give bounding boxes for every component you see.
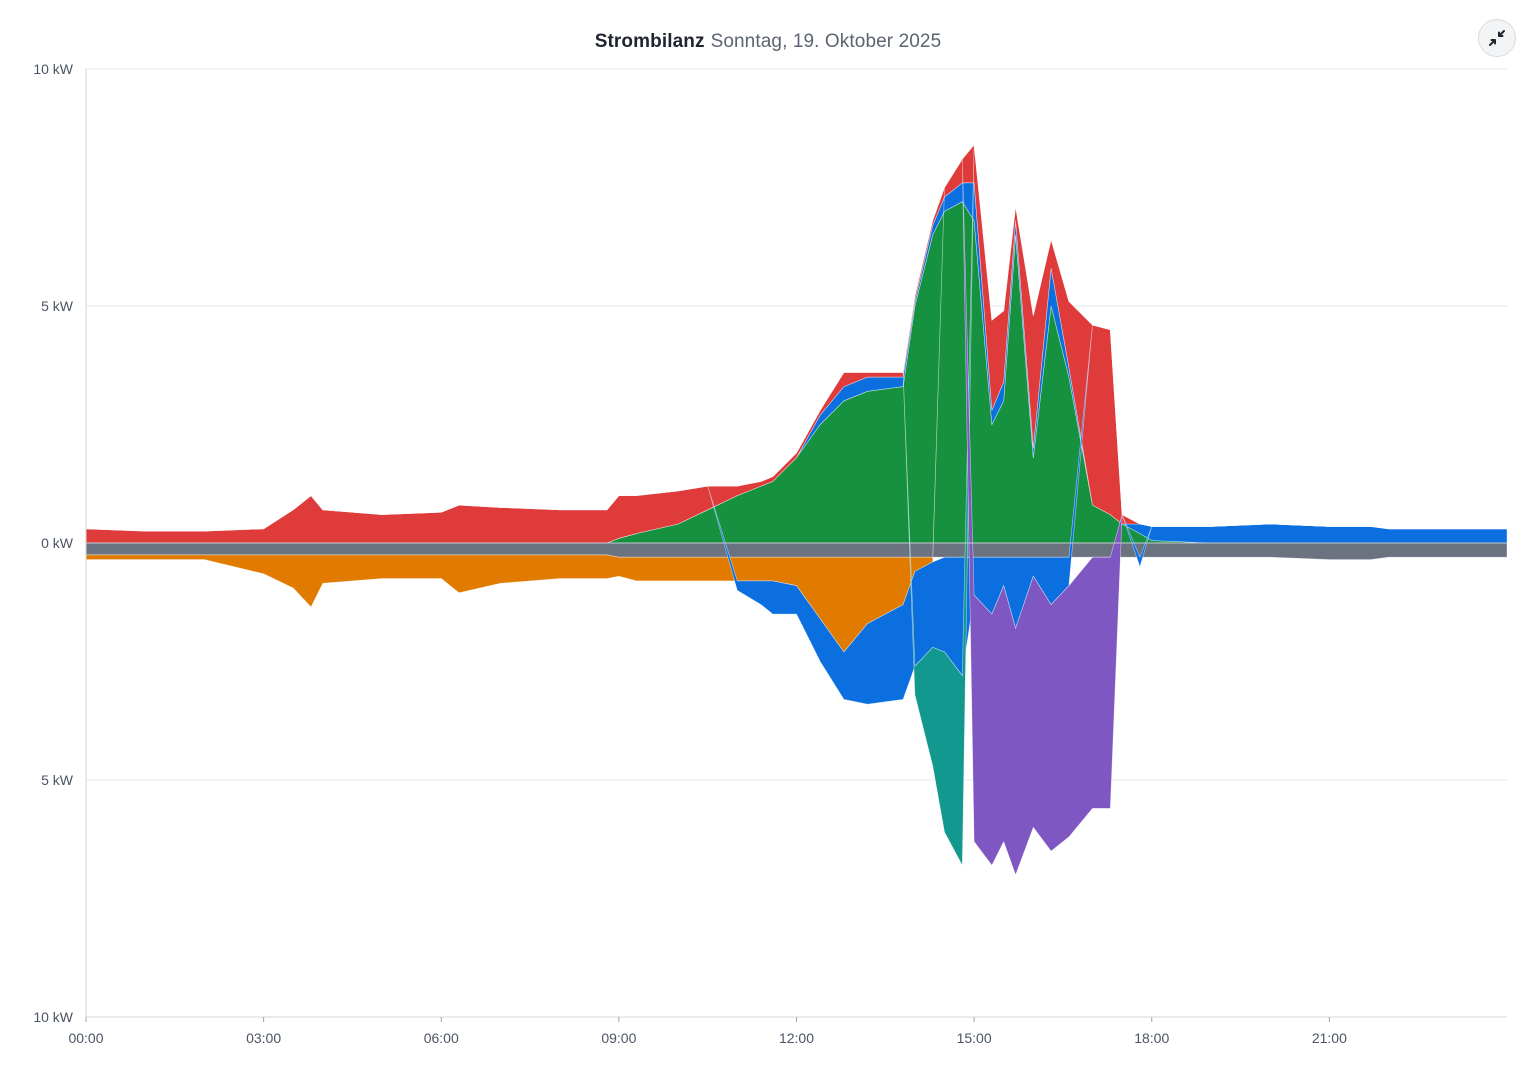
x-tick-label: 21:00 [1312,1030,1347,1046]
chart-title: Strombilanz [594,31,705,52]
y-tick-label: 5 kW [41,298,74,314]
y-tick-label: 5 kW [41,772,74,788]
y-tick-label: 0 kW [41,535,74,551]
x-tick-label: 06:00 [424,1030,459,1046]
chart-title-bar: Strombilanz Sonntag, 19. Oktober 2025 [0,31,1536,53]
chart-areas [85,144,1508,876]
area-wallbox-1 [85,158,1507,876]
x-tick-label: 15:00 [957,1030,992,1046]
chart-axes: 10 kW 5 kW 0 kW 5 kW 10 kW 00:00 03:00 06:00 09:… [33,61,1507,1046]
y-tick-label: 10 kW [33,61,73,77]
y-tick-label: 10 kW [33,1009,73,1025]
x-tick-label: 00:00 [68,1030,103,1046]
x-tick-label: 03:00 [246,1030,281,1046]
collapse-arrows-icon [1489,30,1505,46]
x-tick-label: 09:00 [601,1030,636,1046]
x-tick-label: 12:00 [779,1030,814,1046]
area-heat-pump [85,144,1507,653]
collapse-button[interactable] [1478,19,1516,57]
x-tick-label: 18:00 [1134,1030,1169,1046]
chart-date: Sonntag, 19. Oktober 2025 [710,31,942,52]
area-solar [86,201,1507,544]
